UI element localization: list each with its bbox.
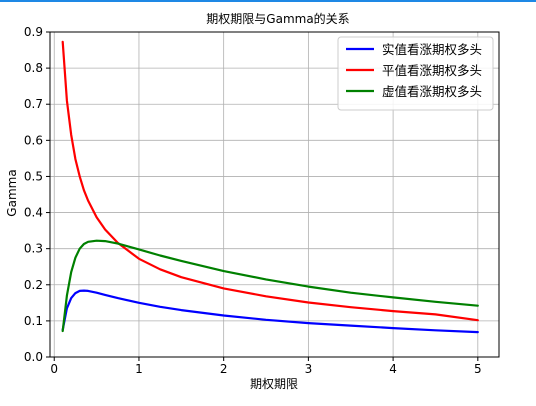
x-tick-label: 5	[474, 362, 482, 376]
legend-label-2: 平值看涨期权多头	[382, 63, 482, 78]
x-tick-label: 2	[220, 362, 228, 376]
legend-box	[337, 36, 494, 111]
y-tick-label: 0.1	[24, 314, 43, 328]
y-axis-title: Gamma	[5, 169, 19, 216]
chart-title: 期权期限与Gamma的关系	[206, 11, 349, 26]
series-lines	[61, 40, 479, 334]
x-tick-label: 4	[389, 362, 397, 376]
y-tick-label: 0.3	[24, 242, 43, 256]
y-tick-label: 0.6	[24, 133, 43, 147]
y-tick-label: 0.0	[24, 350, 43, 364]
series-line-3	[61, 239, 479, 333]
x-tick-label: 3	[305, 362, 313, 376]
y-tick-label: 0.9	[24, 25, 43, 39]
top-accent-line	[0, 0, 536, 2]
y-tick-label: 0.5	[24, 169, 43, 183]
x-tick-label: 0	[50, 362, 58, 376]
y-tick-label: 0.7	[24, 97, 43, 111]
y-tick-label: 0.8	[24, 61, 43, 75]
axis-ticks: 0 1 2 3 4 5 0.0 0.1 0.2 0.3 0.4 0.5 0.6 0.7 0.8 0.9	[24, 25, 482, 376]
x-axis-title: 期权期限	[250, 377, 298, 391]
y-tick-label: 0.4	[24, 206, 43, 220]
plot-frame	[49, 31, 500, 358]
series-line-2	[61, 40, 479, 322]
x-tick-label: 1	[135, 362, 143, 376]
legend-label-3: 虚值看涨期权多头	[382, 84, 482, 99]
legend-label-1: 实值看涨期权多头	[382, 42, 482, 57]
series-line-1	[61, 289, 479, 334]
y-tick-label: 0.2	[24, 278, 43, 292]
